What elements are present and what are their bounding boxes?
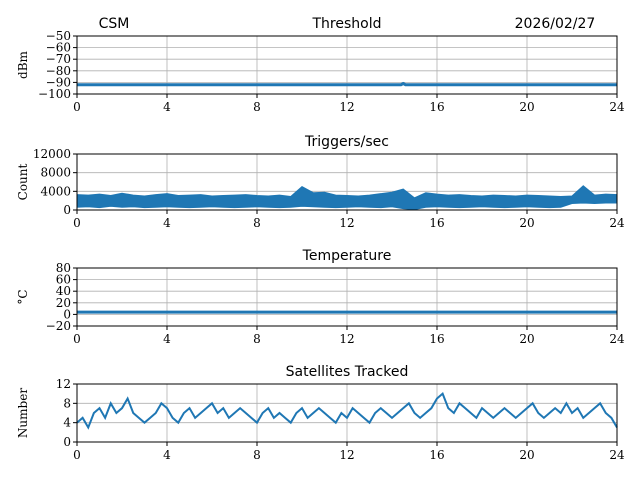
- y-tick-label: 60: [56, 273, 71, 287]
- y-axis-label: °C: [16, 289, 30, 304]
- x-tick-label: 16: [429, 448, 444, 462]
- x-tick-label: 8: [253, 100, 261, 114]
- y-axis-label: dBm: [16, 50, 30, 79]
- x-tick-label: 24: [609, 332, 625, 346]
- y-tick-label: 4000: [40, 184, 71, 198]
- series-line: [77, 81, 617, 87]
- x-tick-label: 0: [73, 100, 81, 114]
- x-tick-label: 4: [163, 448, 171, 462]
- y-axis-label: Number: [16, 388, 30, 438]
- axes-frame: [76, 153, 618, 211]
- x-tick-label: 16: [429, 100, 444, 114]
- y-tick-label: 0: [63, 307, 71, 321]
- x-tick-label: 20: [519, 216, 534, 230]
- y-tick-label: −100: [38, 87, 71, 101]
- y-tick-label: −90: [46, 75, 71, 89]
- x-tick-label: 20: [519, 448, 534, 462]
- x-tick-label: 4: [163, 100, 171, 114]
- axes-frame: [76, 383, 618, 443]
- y-tick-label: −50: [46, 29, 71, 43]
- x-tick-label: 12: [339, 216, 354, 230]
- axes-frame: [76, 267, 618, 327]
- y-tick-label: 80: [56, 261, 71, 275]
- subplot-title: Satellites Tracked: [286, 364, 409, 380]
- x-tick-label: 24: [609, 216, 625, 230]
- y-tick-label: 8: [63, 396, 71, 410]
- y-tick-label: 40: [56, 284, 71, 298]
- x-tick-label: 20: [519, 332, 534, 346]
- x-tick-label: 24: [609, 100, 625, 114]
- x-tick-label: 8: [253, 332, 261, 346]
- subplot-title: Temperature: [302, 248, 392, 264]
- subplot-3: 0 4 8 12 16 20 24 12 8 4 0 Satellites Tracked Number: [16, 364, 625, 462]
- subplot-title: Triggers/sec: [304, 134, 389, 150]
- x-tick-label: 8: [253, 216, 261, 230]
- header-date: 2026/02/27: [515, 16, 596, 32]
- x-tick-label: 4: [163, 216, 171, 230]
- y-tick-label: −80: [46, 64, 71, 78]
- x-tick-label: 20: [519, 100, 534, 114]
- axes-frame: [76, 35, 618, 95]
- x-tick-label: 12: [339, 448, 354, 462]
- x-tick-label: 0: [73, 448, 81, 462]
- y-tick-label: 0: [63, 435, 71, 449]
- x-tick-label: 16: [429, 332, 444, 346]
- y-tick-label: −20: [46, 319, 71, 333]
- y-tick-label: 20: [56, 296, 71, 310]
- y-tick-label: 8000: [40, 166, 71, 180]
- x-tick-label: 24: [609, 448, 625, 462]
- x-tick-label: 16: [429, 216, 444, 230]
- y-tick-label: 4: [63, 416, 71, 430]
- y-tick-label: 12: [56, 377, 71, 391]
- y-tick-label: −70: [46, 52, 71, 66]
- y-axis-label: Count: [16, 163, 30, 200]
- subplot-1: 0 4 8 12 16 20 24 12000 8000 4000 0 Triggers/sec Cou…: [16, 134, 625, 230]
- subplot-title: Threshold: [312, 16, 382, 32]
- x-tick-label: 8: [253, 448, 261, 462]
- header-left: CSM: [99, 16, 130, 32]
- x-tick-label: 4: [163, 332, 171, 346]
- subplot-0: 0 4 8 12 16 20 24 −50−60−70−80−90−100 Threshold d…: [16, 16, 625, 114]
- y-tick-label: −60: [46, 41, 71, 55]
- x-tick-label: 12: [339, 100, 354, 114]
- x-tick-label: 12: [339, 332, 354, 346]
- y-tick-label: 12000: [33, 147, 71, 161]
- series-line: [76, 391, 618, 430]
- y-tick-label: 0: [63, 203, 71, 217]
- x-tick-label: 0: [73, 332, 81, 346]
- x-tick-label: 0: [73, 216, 81, 230]
